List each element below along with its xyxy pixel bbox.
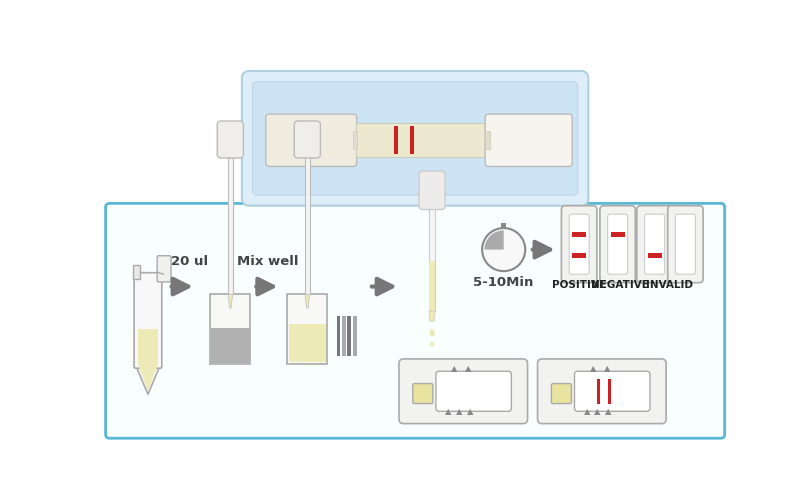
Bar [347,316,352,356]
Bar [611,232,625,237]
FancyBboxPatch shape [574,371,650,411]
Polygon shape [305,294,309,308]
Bar [394,126,399,154]
Text: ▲: ▲ [445,407,451,416]
Text: INVALID: INVALID [646,280,693,291]
FancyBboxPatch shape [253,82,578,195]
FancyBboxPatch shape [561,206,597,283]
FancyBboxPatch shape [157,256,171,282]
FancyBboxPatch shape [637,206,672,283]
FancyBboxPatch shape [436,371,511,411]
Ellipse shape [429,329,435,337]
FancyBboxPatch shape [485,114,572,166]
FancyBboxPatch shape [538,359,666,424]
Bar [337,316,340,356]
Bar [211,294,250,363]
Bar [410,126,414,154]
FancyBboxPatch shape [294,121,321,158]
Bar [485,131,490,149]
FancyBboxPatch shape [134,273,162,368]
Bar [353,316,356,356]
FancyBboxPatch shape [645,214,664,274]
Circle shape [482,228,525,271]
Polygon shape [138,363,158,391]
FancyBboxPatch shape [266,114,356,166]
Text: ▲: ▲ [605,407,612,416]
Bar [572,253,586,258]
FancyBboxPatch shape [569,214,589,274]
Text: ▲: ▲ [467,407,473,416]
Bar [608,379,612,403]
FancyBboxPatch shape [413,384,433,403]
Ellipse shape [430,342,434,347]
FancyBboxPatch shape [676,214,696,274]
Text: POSITIVE: POSITIVE [552,280,606,291]
Text: 5-10Min: 5-10Min [474,276,534,289]
Text: ▲: ▲ [456,407,463,416]
Text: 20 ul: 20 ul [171,255,208,268]
Text: ▲: ▲ [603,364,610,373]
FancyBboxPatch shape [242,71,588,206]
FancyBboxPatch shape [608,214,628,274]
Polygon shape [228,294,232,308]
Bar [289,324,326,362]
Polygon shape [135,365,160,395]
Bar [648,253,662,258]
FancyBboxPatch shape [399,359,527,424]
Bar [288,294,327,363]
FancyBboxPatch shape [600,206,635,283]
Bar [597,379,600,403]
Text: ▲: ▲ [451,364,458,373]
Bar [429,203,435,311]
Text: ▲: ▲ [595,407,601,416]
Bar [228,152,232,294]
Bar [342,316,346,356]
Bar [138,329,158,363]
FancyBboxPatch shape [552,384,571,403]
Text: ▲: ▲ [583,407,590,416]
Bar [572,232,586,237]
Bar [356,123,487,157]
FancyBboxPatch shape [419,171,446,209]
Wedge shape [484,230,504,249]
Text: Mix well: Mix well [237,255,298,268]
Bar [429,261,435,311]
Polygon shape [429,311,435,321]
FancyBboxPatch shape [667,206,703,283]
Text: ▲: ▲ [465,364,471,373]
Bar [353,131,357,149]
Bar [305,152,309,294]
Text: ▲: ▲ [590,364,596,373]
Bar [501,223,506,229]
Text: NEGATIVE: NEGATIVE [591,280,649,291]
FancyBboxPatch shape [217,121,244,158]
FancyBboxPatch shape [105,203,725,438]
Bar [133,265,140,279]
Bar [211,328,249,363]
